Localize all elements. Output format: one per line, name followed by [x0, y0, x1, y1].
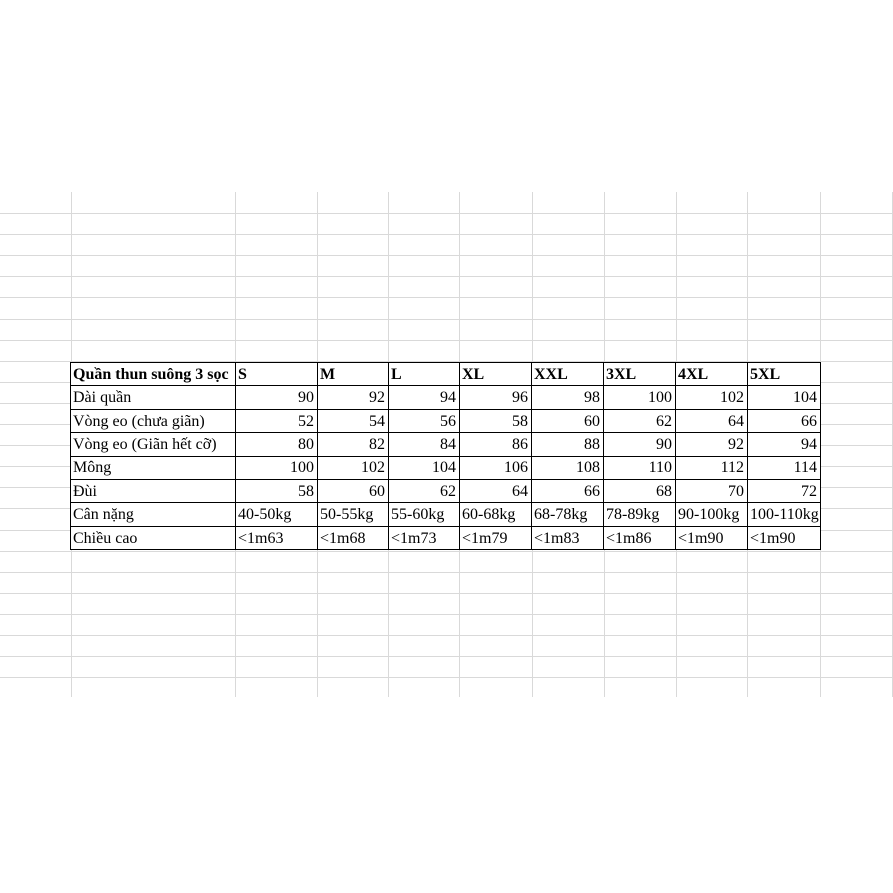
value-cell: 40-50kg — [235, 502, 318, 527]
value-cell: 102 — [317, 455, 389, 480]
gridline — [0, 213, 893, 214]
value-cell: 110 — [603, 455, 676, 480]
value-cell: 104 — [388, 455, 460, 480]
table-row: Chiều cao <1m63 <1m68 <1m73 <1m79 <1m83 <1m86 <… — [70, 525, 821, 551]
value-cell: 68-78kg — [531, 502, 604, 527]
value-cell: 62 — [603, 408, 676, 434]
value-cell: <1m90 — [675, 525, 748, 551]
gridline — [0, 297, 893, 298]
value-cell: <1m83 — [531, 525, 604, 551]
value-cell: 84 — [388, 432, 460, 457]
gridline — [0, 276, 893, 277]
gridline — [0, 551, 893, 552]
value-cell: 82 — [317, 432, 389, 457]
row-label-cell: Vòng eo (Giãn hết cỡ) — [70, 432, 236, 457]
table-row: Vòng eo (Giãn hết cỡ) 80 82 84 86 88 90 92 94 — [70, 432, 821, 457]
value-cell: 55-60kg — [388, 502, 460, 527]
value-cell: 100 — [235, 455, 318, 480]
table-row: Đùi 58 60 62 64 66 68 70 72 — [70, 478, 821, 504]
gridline — [0, 593, 893, 594]
value-cell: <1m79 — [459, 525, 532, 551]
value-cell: <1m90 — [747, 525, 821, 551]
row-label-cell: Dài quần — [70, 385, 236, 410]
value-cell: 100-110kg — [747, 502, 821, 527]
value-cell: 92 — [675, 432, 748, 457]
value-cell: 70 — [675, 478, 748, 504]
row-label-cell: Cân nặng — [70, 502, 236, 527]
value-cell: 78-89kg — [603, 502, 676, 527]
row-label-cell: Mông — [70, 455, 236, 480]
value-cell: 64 — [459, 478, 532, 504]
gridline — [0, 255, 893, 256]
row-label-cell: Vòng eo (chưa giãn) — [70, 408, 236, 434]
value-cell: 68 — [603, 478, 676, 504]
value-cell: 56 — [388, 408, 460, 434]
size-chart-table: Quần thun suông 3 sọc S M L XL XXL 3XL 4XL 5XL … — [70, 361, 821, 551]
value-cell: 112 — [675, 455, 748, 480]
gridline — [0, 656, 893, 657]
value-cell: 102 — [675, 385, 748, 410]
value-cell: 108 — [531, 455, 604, 480]
size-header-cell: L — [388, 361, 460, 387]
value-cell: 58 — [235, 478, 318, 504]
value-cell: 50-55kg — [317, 502, 389, 527]
value-cell: 96 — [459, 385, 532, 410]
value-cell: 94 — [747, 432, 821, 457]
value-cell: 104 — [747, 385, 821, 410]
gridline — [0, 572, 893, 573]
row-label-cell: Chiều cao — [70, 525, 236, 551]
gridline — [0, 677, 893, 678]
row-label-cell: Đùi — [70, 478, 236, 504]
value-cell: 52 — [235, 408, 318, 434]
value-cell: 106 — [459, 455, 532, 480]
value-cell: 58 — [459, 408, 532, 434]
value-cell: 66 — [531, 478, 604, 504]
gridline — [0, 234, 893, 235]
table-row: Vòng eo (chưa giãn) 52 54 56 58 60 62 64 66 — [70, 408, 821, 434]
table-row: Cân nặng 40-50kg 50-55kg 55-60kg 60-68kg 68-7… — [70, 502, 821, 527]
value-cell: 60 — [531, 408, 604, 434]
table-row: Mông 100 102 104 106 108 110 112 114 — [70, 455, 821, 480]
value-cell: 60 — [317, 478, 389, 504]
value-cell: 60-68kg — [459, 502, 532, 527]
value-cell: 90-100kg — [675, 502, 748, 527]
value-cell: 98 — [531, 385, 604, 410]
gridline — [0, 340, 893, 341]
gridline — [0, 319, 893, 320]
value-cell: <1m68 — [317, 525, 389, 551]
value-cell: 94 — [388, 385, 460, 410]
value-cell: <1m73 — [388, 525, 460, 551]
value-cell: 100 — [603, 385, 676, 410]
gridline — [0, 361, 893, 362]
value-cell: 88 — [531, 432, 604, 457]
header-row: Quần thun suông 3 sọc S M L XL XXL 3XL 4XL 5XL — [70, 361, 821, 387]
size-header-cell: 4XL — [675, 361, 748, 387]
size-header-cell: XXL — [531, 361, 604, 387]
value-cell: 86 — [459, 432, 532, 457]
gridline — [0, 635, 893, 636]
value-cell: 62 — [388, 478, 460, 504]
value-cell: 90 — [235, 385, 318, 410]
size-header-cell: XL — [459, 361, 532, 387]
value-cell: 90 — [603, 432, 676, 457]
value-cell: <1m63 — [235, 525, 318, 551]
value-cell: 92 — [317, 385, 389, 410]
value-cell: <1m86 — [603, 525, 676, 551]
value-cell: 54 — [317, 408, 389, 434]
size-header-cell: M — [317, 361, 389, 387]
value-cell: 64 — [675, 408, 748, 434]
value-cell: 114 — [747, 455, 821, 480]
size-header-cell: 3XL — [603, 361, 676, 387]
size-header-cell: 5XL — [747, 361, 821, 387]
size-header-cell: S — [235, 361, 318, 387]
value-cell: 72 — [747, 478, 821, 504]
value-cell: 66 — [747, 408, 821, 434]
chart-title-cell: Quần thun suông 3 sọc — [70, 361, 236, 387]
value-cell: 80 — [235, 432, 318, 457]
gridline — [0, 614, 893, 615]
table-row: Dài quần 90 92 94 96 98 100 102 104 — [70, 385, 821, 410]
